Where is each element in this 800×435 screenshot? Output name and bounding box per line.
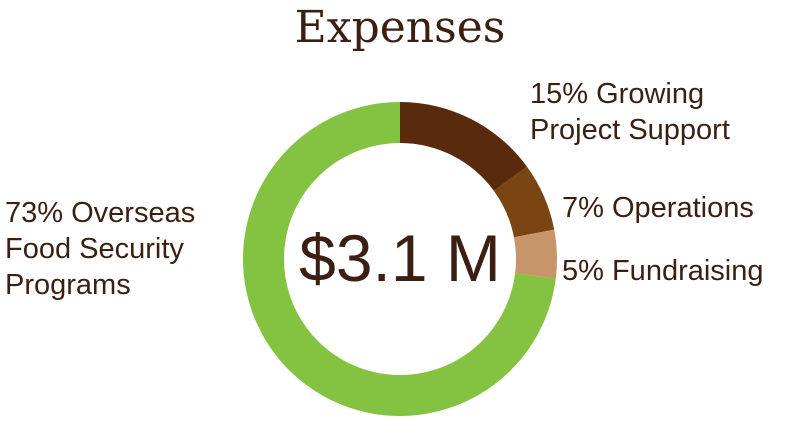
slice-growing-project-support: [400, 102, 528, 191]
slice-fundraising: [513, 229, 557, 279]
slice-label-growing-line-2: Project Support: [530, 114, 730, 146]
slice-label-fundraising: 5% Fundraising: [562, 255, 764, 287]
slice-label-overseas-line-3: Programs: [5, 269, 131, 301]
slice-label-operations: 7% Operations: [562, 192, 754, 224]
slice-label-growing-project-support: 15% Growing Project Support: [530, 76, 730, 148]
slice-label-overseas-line-2: Food Security: [5, 233, 184, 265]
slice-label-growing-line-1: 15% Growing: [530, 78, 705, 110]
center-total-label: $3.1 M: [299, 221, 501, 295]
chart-title: Expenses: [294, 2, 506, 53]
slice-label-overseas-food-security-programs: 73% Overseas Food Security Programs: [5, 195, 195, 303]
slice-operations: [493, 166, 555, 238]
slice-label-overseas-line-1: 73% Overseas: [5, 197, 196, 229]
